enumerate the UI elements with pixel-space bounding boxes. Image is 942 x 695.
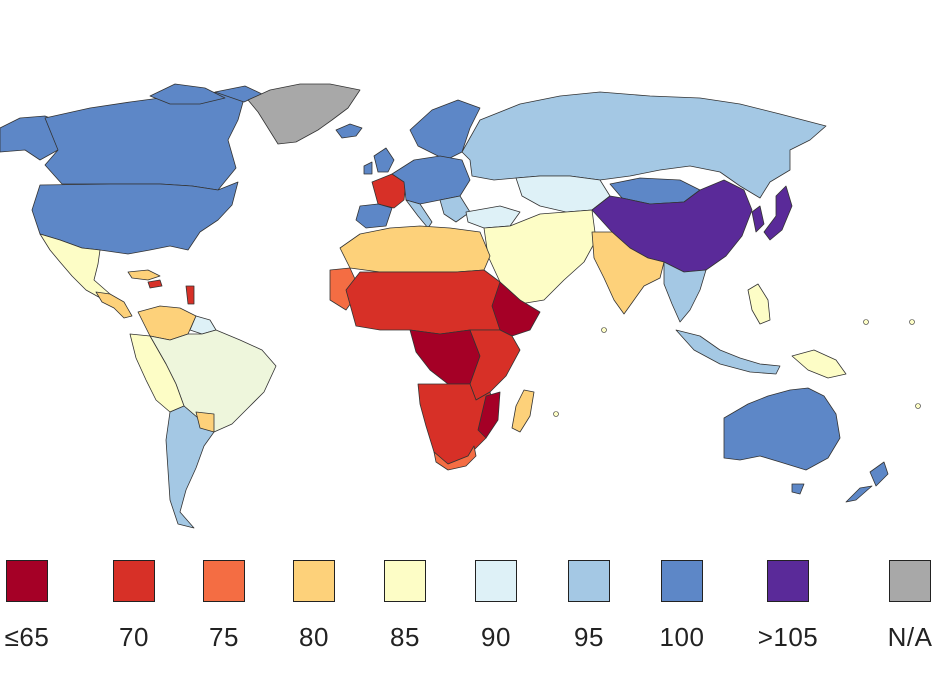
region-southeast-asia <box>663 261 707 323</box>
legend-swatch <box>384 560 426 602</box>
legend-swatch <box>293 560 335 602</box>
region-mozambique <box>477 391 501 439</box>
legend-swatch <box>113 560 155 602</box>
legend-swatch <box>889 560 931 602</box>
legend-label: 75 <box>209 622 239 652</box>
region-uk-ireland <box>363 147 395 175</box>
region-indian-islet <box>601 327 607 333</box>
legend-item-80: 80 <box>269 555 359 653</box>
region-pacific-islet <box>915 403 921 409</box>
region-caribbean-red <box>147 279 195 305</box>
legend-swatch <box>568 560 610 602</box>
region-scandinavia <box>409 99 481 161</box>
legend-item-100: 100 <box>637 555 727 653</box>
legend-item-gt105: >105 <box>743 555 833 653</box>
region-tasmania <box>791 483 805 495</box>
legend-item-85: 85 <box>360 555 450 653</box>
region-turkey-caucasus <box>465 205 521 229</box>
region-central-africa <box>409 329 481 385</box>
region-indian-islet <box>553 411 559 417</box>
legend-item-70: 70 <box>89 555 179 653</box>
region-paraguay <box>195 411 215 433</box>
region-australia <box>723 387 841 471</box>
legend-label: N/A <box>887 622 933 652</box>
region-central-america <box>95 291 133 319</box>
region-canada <box>44 91 246 191</box>
region-east-africa <box>469 329 521 401</box>
region-horn-of-africa <box>491 281 541 337</box>
region-philippines <box>747 283 771 325</box>
legend-label: 70 <box>119 622 149 652</box>
region-korea-japan <box>751 185 793 241</box>
legend-swatch <box>475 560 517 602</box>
legend-label: 100 <box>659 622 705 652</box>
region-north-africa <box>339 225 491 273</box>
region-iceland <box>335 123 363 139</box>
legend-item-75: 75 <box>179 555 269 653</box>
legend-item-na: N/A <box>865 555 942 653</box>
legend-label: ≤65 <box>4 622 50 652</box>
region-indonesia <box>675 329 781 375</box>
region-greenland <box>247 83 361 145</box>
legend-label: 95 <box>574 622 604 652</box>
legend-swatch <box>203 560 245 602</box>
region-madagascar <box>511 389 535 433</box>
region-italy-balkans <box>405 195 471 229</box>
legend-swatch <box>6 560 48 602</box>
legend-label: 80 <box>299 622 329 652</box>
region-arctic-islands <box>149 83 263 105</box>
world-map <box>0 83 921 529</box>
legend-swatch <box>661 560 703 602</box>
region-pacific-islet <box>863 319 869 325</box>
legend-item-95: 95 <box>544 555 634 653</box>
legend-label: >105 <box>757 622 819 652</box>
region-south-africa <box>433 445 477 471</box>
region-caribbean <box>127 269 161 281</box>
legend-item-90: 90 <box>451 555 541 653</box>
legend: ≤65 70 75 80 85 90 95 100 >105 N/A <box>0 555 942 665</box>
region-iberia <box>355 203 393 229</box>
legend-label: 90 <box>481 622 511 652</box>
legend-label: 85 <box>390 622 420 652</box>
region-new-guinea <box>791 349 847 379</box>
region-india <box>591 231 665 315</box>
legend-item-le65: ≤65 <box>0 555 72 653</box>
region-pacific-islet <box>909 319 915 325</box>
region-new-zealand <box>845 461 889 503</box>
legend-swatch <box>767 560 809 602</box>
